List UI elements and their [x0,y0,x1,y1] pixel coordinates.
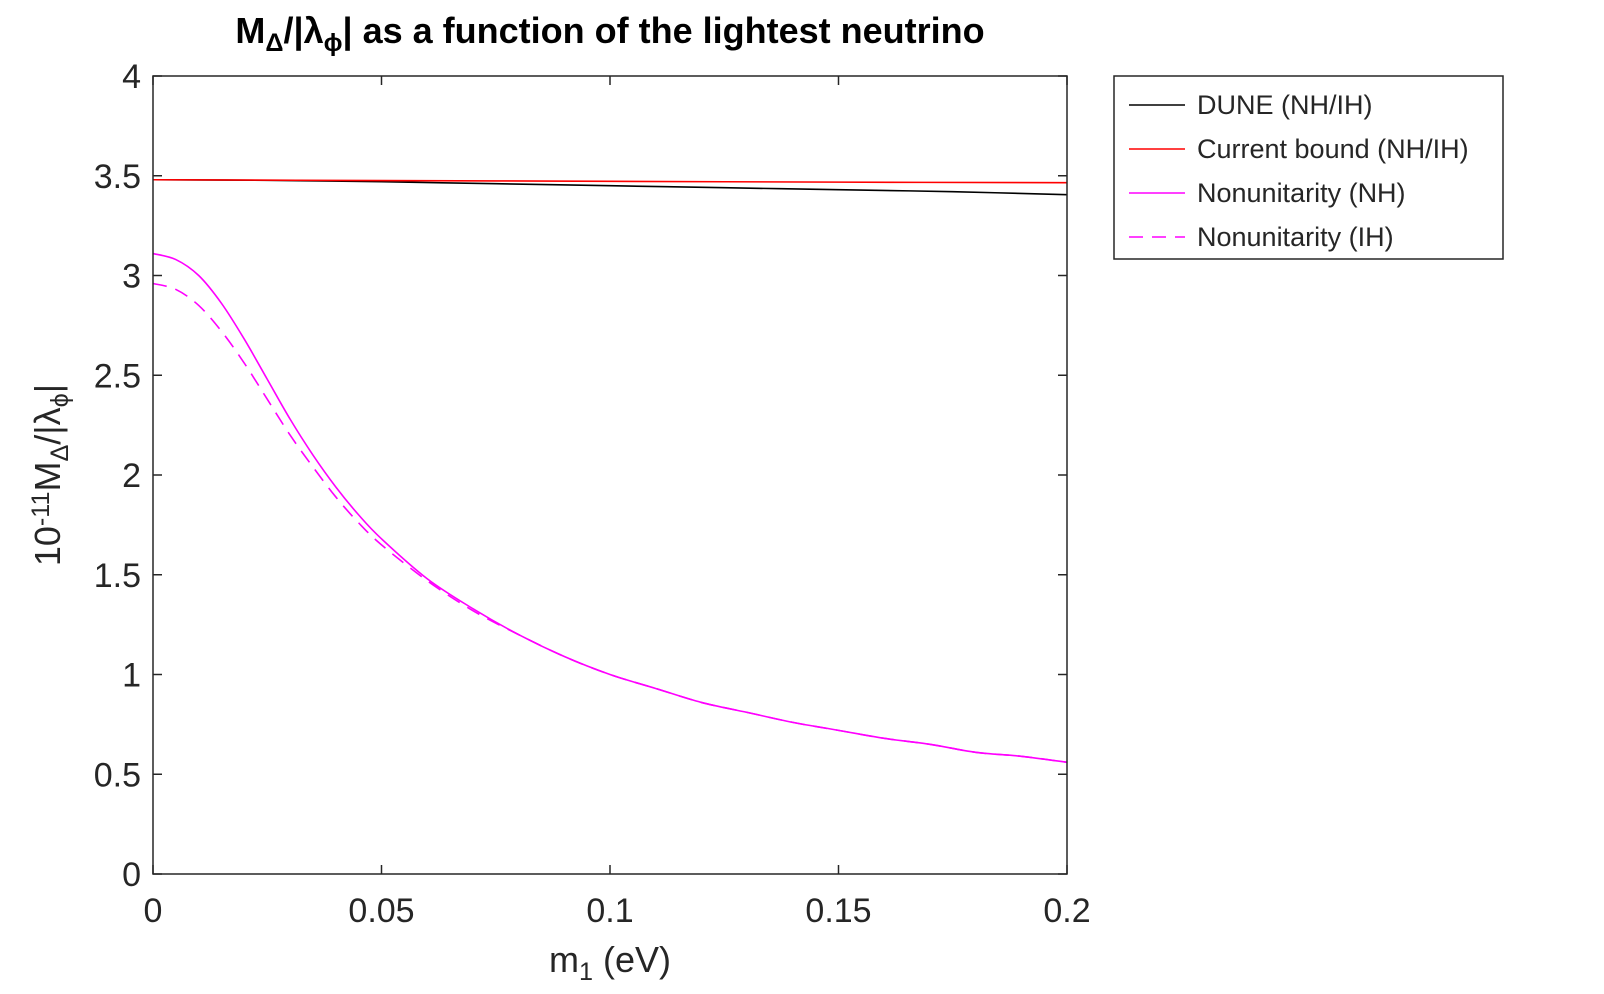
legend-entry-current-bound: Current bound (NH/IH) [1129,134,1469,164]
legend-entry-nonunitarity-ih: Nonunitarity (IH) [1129,222,1394,252]
x-label-part-1: 1 [579,958,593,986]
y-label-part-4: /|λ [27,407,68,444]
legend-entry-dune: DUNE (NH/IH) [1129,90,1373,120]
plot-area-frame [152,75,1068,875]
tick-labels: 0 0.05 0.1 0.15 0.2 0 0.5 1 1.5 2 2.5 3 3.5 4 [94,58,1091,930]
chart-title: MΔ/|λϕ| as a function of the lightest ne… [235,10,984,57]
legend-entry-nonunitarity-nh: Nonunitarity (NH) [1129,178,1406,208]
y-tick-label: 3 [122,258,141,296]
series-line-current-bound [152,178,1068,184]
y-tick-label: 0.5 [94,756,141,794]
x-tick-label: 0.1 [586,892,633,930]
y-axis-label: 10-11MΔ/|λϕ| [27,384,74,566]
title-part-4: | as a function of the lightest neutrino [343,10,985,52]
y-label-part-3: Δ [46,445,74,462]
series-line-nonunitarity-ih [152,282,1068,764]
y-label-part-2: M [27,462,68,492]
y-tick-label: 3.5 [94,158,141,196]
legend-box [1113,75,1504,260]
title-part-1: Δ [265,29,283,57]
y-label-part-5: ϕ [46,393,74,407]
legend-label: Current bound (NH/IH) [1197,134,1469,164]
x-tick-label: 0.15 [805,892,871,930]
y-label-part-1: -11 [27,492,55,527]
x-label-part-2: (eV) [593,939,671,980]
y-label-part-6: | [27,384,68,393]
series-layer [152,178,1068,764]
y-tick-label: 0 [122,856,141,894]
title-part-2: /|λ [284,10,324,52]
y-tick-label: 2 [122,457,141,495]
title-part-3: ϕ [324,29,343,57]
x-axis-label: m1 (eV) [549,939,671,986]
title-part-0: M [235,10,265,51]
y-label-part-0: 10 [27,526,68,566]
axis-ticks [152,75,1068,875]
legend-label: DUNE (NH/IH) [1197,90,1373,120]
y-tick-label: 2.5 [94,357,141,395]
y-tick-label: 1.5 [94,557,141,595]
x-tick-label: 0 [144,892,163,930]
legend: DUNE (NH/IH) Current bound (NH/IH) Nonunit… [1113,75,1504,260]
x-tick-label: 0.05 [348,892,414,930]
x-tick-label: 0.2 [1043,892,1090,930]
legend-label: Nonunitarity (IH) [1197,222,1394,252]
x-label-part-0: m [549,939,579,980]
y-tick-label: 4 [122,58,141,96]
y-tick-label: 1 [122,657,141,695]
legend-label: Nonunitarity (NH) [1197,178,1406,208]
series-line-nonunitarity-nh [152,252,1068,764]
